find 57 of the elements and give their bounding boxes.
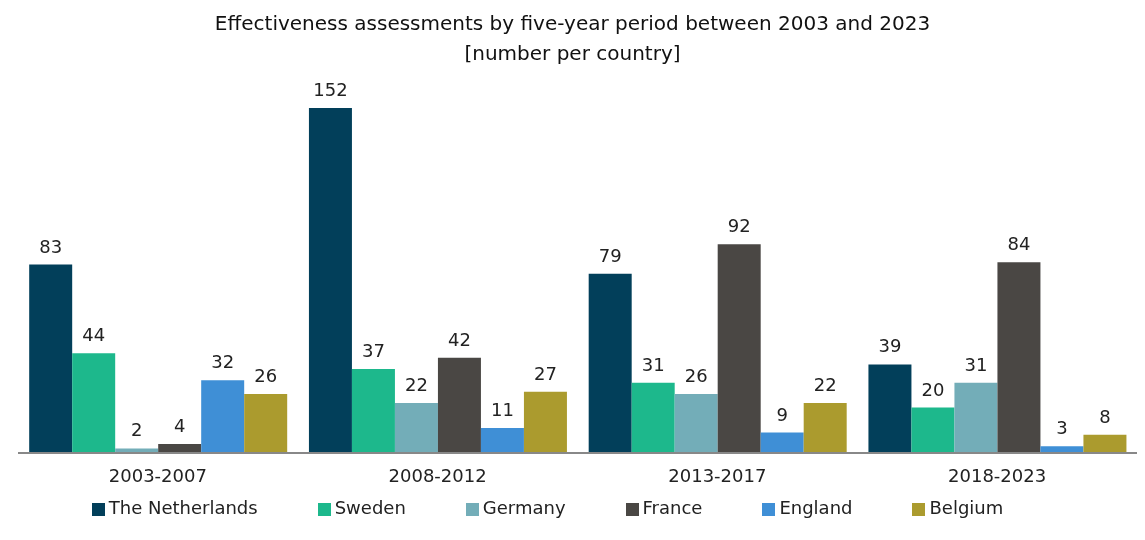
legend-label: Belgium (929, 497, 1004, 518)
legend-label: Sweden (334, 497, 406, 518)
chart-subtitle: [number per country] (463, 40, 682, 67)
chart-title: Effectiveness assessments by five-year period between 2003 and 2023 (213, 10, 932, 37)
bar (911, 407, 955, 453)
bar (588, 273, 632, 453)
bar (868, 364, 912, 453)
data-label: 3 (1056, 417, 1068, 439)
x-tick-label: 2008-2012 (388, 464, 487, 486)
data-label: 8 (1099, 405, 1111, 427)
data-label: 2 (130, 419, 143, 441)
bar (1083, 434, 1127, 453)
x-tick-label: 2003-2007 (108, 464, 207, 486)
bar (72, 353, 116, 453)
x-tick-label: 2013-2017 (668, 464, 767, 486)
bar (437, 357, 481, 453)
bar (29, 264, 73, 453)
bar (523, 391, 567, 453)
data-label: 92 (727, 215, 751, 237)
bar (803, 403, 847, 453)
data-label: 39 (878, 335, 902, 357)
legend-label: The Netherlands (108, 497, 258, 518)
data-label: 44 (82, 324, 106, 346)
data-label: 26 (684, 364, 708, 386)
bar (394, 403, 438, 453)
data-label: 4 (173, 414, 186, 436)
data-label: 26 (254, 364, 278, 386)
bar (480, 428, 524, 453)
data-label: 22 (813, 374, 837, 396)
data-label: 27 (533, 362, 557, 384)
data-label: 22 (404, 374, 428, 396)
data-label: 20 (921, 378, 945, 400)
data-label: 37 (361, 340, 385, 362)
data-label: 31 (964, 353, 988, 375)
data-label: 79 (598, 244, 622, 266)
bar (201, 380, 245, 453)
legend-label: France (642, 497, 703, 518)
bar (997, 262, 1041, 453)
data-label: 152 (313, 79, 348, 100)
bar (954, 382, 998, 453)
legend-label: England (779, 497, 853, 518)
bar (760, 432, 804, 453)
data-label: 32 (211, 351, 235, 373)
data-label: 83 (39, 235, 63, 257)
bar (717, 244, 761, 453)
data-label: 31 (641, 353, 665, 375)
bar (244, 393, 288, 453)
legend-label: Germany (482, 497, 566, 518)
data-label: 11 (490, 399, 514, 421)
bar (674, 393, 718, 453)
data-label: 42 (447, 328, 471, 350)
bar (631, 382, 675, 453)
data-label: 84 (1007, 233, 1031, 255)
bar (351, 369, 395, 453)
bar (308, 108, 352, 453)
data-label: 9 (776, 403, 788, 425)
x-tick-label: 2018-2023 (948, 464, 1047, 486)
